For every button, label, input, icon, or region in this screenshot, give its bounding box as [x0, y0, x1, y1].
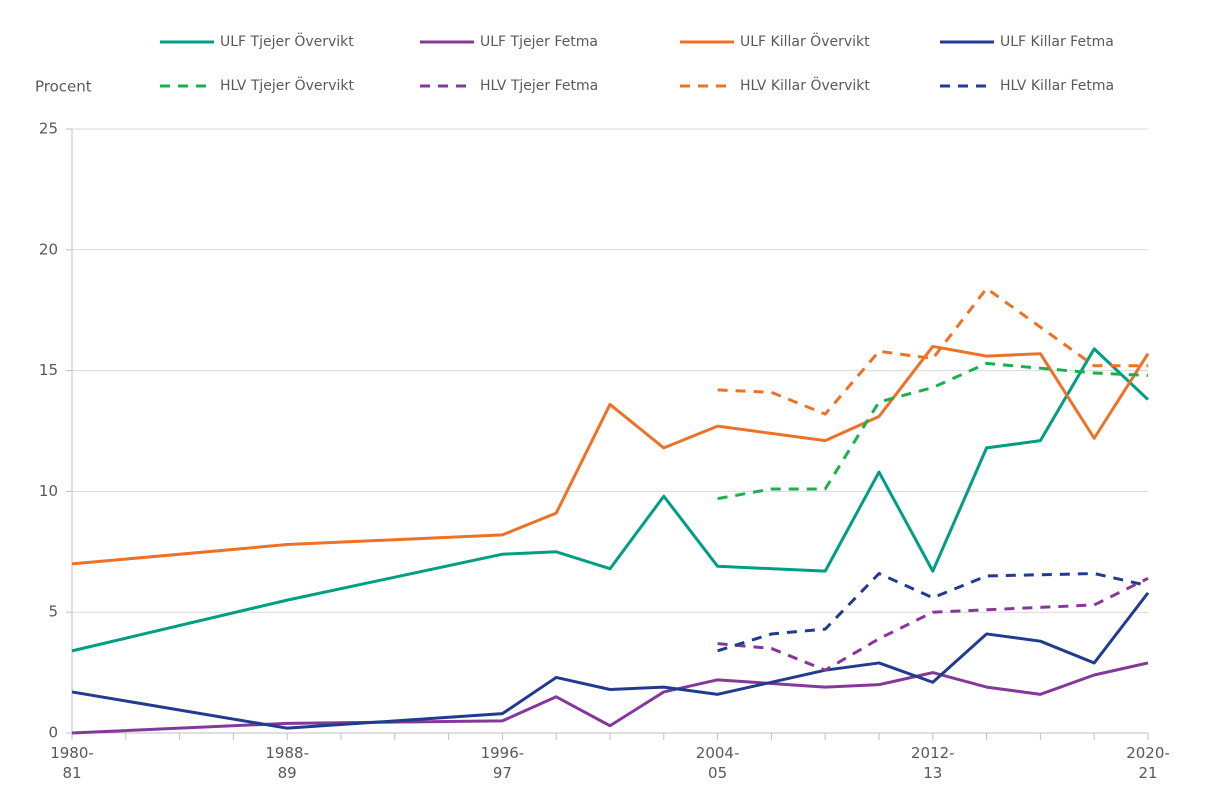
x-tick-label: 1980- 81 — [50, 744, 94, 782]
legend-label: HLV Tjejer Fetma — [480, 78, 598, 94]
y-tick-label: 5 — [48, 603, 58, 621]
y-tick-label: 25 — [39, 120, 58, 138]
legend-label: ULF Killar Övervikt — [740, 32, 870, 50]
y-tick-label: 10 — [39, 482, 58, 500]
y-tick-label: 0 — [48, 724, 58, 742]
series-line — [71, 347, 1150, 653]
series-line — [717, 577, 1149, 672]
y-axis-label: Procent — [35, 78, 92, 96]
y-tick-label: 15 — [39, 361, 58, 379]
legend-label: HLV Killar Fetma — [1000, 78, 1114, 94]
series-line — [71, 344, 1150, 566]
x-tick-label: 2004- 05 — [695, 744, 740, 782]
legend-label: ULF Killar Fetma — [1000, 34, 1114, 50]
series-line — [717, 286, 1148, 416]
legend-label: ULF Tjejer Övervikt — [220, 32, 354, 50]
series-line — [71, 591, 1150, 730]
series-line — [717, 361, 1149, 501]
series-line — [71, 661, 1149, 735]
x-tick-label: 1996- 97 — [480, 744, 525, 782]
legend-label: HLV Tjejer Övervikt — [220, 76, 355, 94]
legend-label: HLV Killar Övervikt — [740, 76, 870, 94]
legend-label: ULF Tjejer Fetma — [480, 34, 598, 50]
x-tick-label: 1988- 89 — [265, 744, 309, 782]
x-tick-label: 2012- 13 — [911, 744, 955, 782]
x-tick-label: 2020- 21 — [1126, 744, 1170, 782]
series-line — [717, 572, 1149, 653]
y-tick-label: 20 — [39, 240, 58, 258]
